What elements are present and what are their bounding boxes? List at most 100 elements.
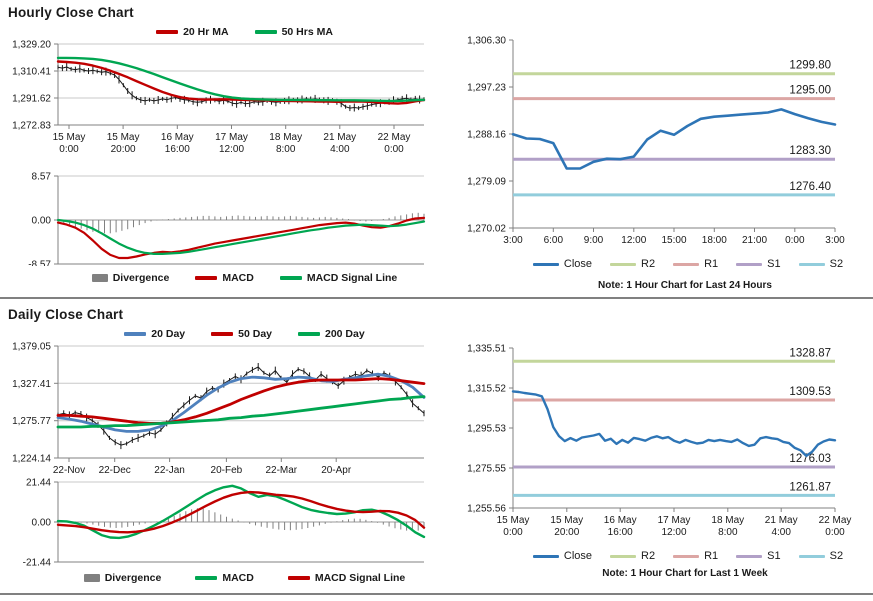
line-swatch	[610, 554, 637, 558]
legend-item: MACD	[195, 572, 254, 584]
svg-text:0.00: 0.00	[32, 518, 52, 529]
legend-item: Close	[532, 258, 593, 270]
svg-text:1,310.41: 1,310.41	[12, 67, 51, 78]
svg-text:15 May: 15 May	[497, 515, 530, 526]
daily-pivot-note: Note: 1 Hour Chart for Last 1 Week	[602, 568, 768, 579]
svg-text:8:00: 8:00	[276, 144, 296, 155]
svg-text:4:00: 4:00	[771, 527, 791, 538]
svg-text:1261.87: 1261.87	[789, 481, 831, 493]
svg-text:1276.40: 1276.40	[789, 181, 831, 193]
line-swatch	[156, 30, 179, 34]
line-swatch	[736, 262, 763, 266]
legend-label: MACD	[222, 272, 254, 284]
svg-text:1,288.16: 1,288.16	[467, 130, 506, 141]
line-swatch	[736, 554, 763, 558]
svg-text:1,335.51: 1,335.51	[467, 344, 506, 355]
svg-text:0.00: 0.00	[32, 216, 52, 227]
svg-text:0:00: 0:00	[785, 235, 805, 246]
svg-text:17 May: 17 May	[658, 515, 691, 526]
svg-text:20:00: 20:00	[554, 527, 579, 538]
hourly-pivot-chart: 1,306.30 1,297.23 1,288.16 1,279.09 1,270.02…	[467, 36, 845, 247]
legend-label: S2	[829, 550, 844, 562]
svg-text:1,255.56: 1,255.56	[467, 504, 506, 515]
svg-text:22-Dec: 22-Dec	[99, 465, 131, 476]
svg-text:0:00: 0:00	[825, 527, 845, 538]
line-swatch	[798, 554, 825, 558]
svg-text:9:00: 9:00	[584, 235, 604, 246]
hourly-left-panel: Hourly Close Chart 20 Hr MA 50 Hrs MA 1,…	[0, 0, 437, 298]
svg-text:12:00: 12:00	[219, 144, 244, 155]
legend-label: MACD Signal Line	[306, 272, 398, 284]
line-swatch	[195, 276, 218, 280]
legend-label: Divergence	[112, 272, 170, 284]
svg-text:16:00: 16:00	[165, 144, 190, 155]
svg-text:21 May: 21 May	[323, 132, 356, 143]
bar-swatch	[83, 574, 100, 582]
svg-text:1,329.20: 1,329.20	[12, 40, 51, 51]
svg-text:18 May: 18 May	[269, 132, 302, 143]
legend-label: 200 Day	[325, 328, 365, 340]
legend-label: S2	[829, 258, 844, 270]
svg-text:1276.03: 1276.03	[789, 453, 831, 465]
legend-label: Close	[563, 258, 593, 270]
svg-text:1,272.83: 1,272.83	[12, 121, 51, 132]
daily-pivot-legend: Close R2 R1 S1 S2	[437, 548, 873, 564]
svg-text:1,275.55: 1,275.55	[467, 464, 506, 475]
line-swatch	[254, 30, 277, 34]
line-swatch	[532, 554, 559, 558]
svg-text:1,295.53: 1,295.53	[467, 424, 506, 435]
section-divider	[0, 297, 873, 299]
svg-text:15 May: 15 May	[550, 515, 583, 526]
legend-item: S1	[736, 258, 781, 270]
hourly-pivot-note: Note: 1 Hour Chart for Last 24 Hours	[598, 280, 772, 291]
legend-label: 20 Hr MA	[183, 26, 229, 38]
legend-item: R1	[673, 550, 718, 562]
line-swatch	[211, 332, 234, 336]
legend-item: 200 Day	[298, 328, 365, 340]
svg-text:1299.80: 1299.80	[789, 60, 831, 72]
svg-text:22 May: 22 May	[819, 515, 852, 526]
line-swatch	[798, 262, 825, 266]
svg-text:1,275.77: 1,275.77	[12, 416, 51, 427]
line-swatch	[673, 262, 700, 266]
svg-text:20-Apr: 20-Apr	[321, 465, 352, 476]
legend-item: S2	[798, 550, 844, 562]
legend-label: 50 Hrs MA	[281, 26, 333, 38]
legend-item: Divergence	[91, 272, 170, 284]
legend-item: MACD	[195, 272, 254, 284]
legend-item: R2	[610, 550, 655, 562]
legend-item: S2	[798, 258, 844, 270]
svg-text:1,315.52: 1,315.52	[467, 384, 506, 395]
daily-macd-legend: Divergence MACD MACD Signal Line	[0, 570, 437, 586]
line-swatch	[673, 554, 700, 558]
svg-text:1,297.23: 1,297.23	[467, 83, 506, 94]
svg-text:1,306.30: 1,306.30	[467, 36, 506, 47]
svg-text:1,291.62: 1,291.62	[12, 94, 51, 105]
svg-text:22-Nov: 22-Nov	[53, 465, 85, 476]
svg-text:-8.57: -8.57	[28, 260, 51, 267]
line-swatch	[610, 262, 637, 266]
svg-text:3:00: 3:00	[503, 235, 523, 246]
svg-text:18:00: 18:00	[702, 235, 727, 246]
svg-text:8:00: 8:00	[718, 527, 738, 538]
svg-text:1,279.09: 1,279.09	[467, 177, 506, 188]
daily-pivot-chart: 1,335.51 1,315.52 1,295.53 1,275.55 1,255.56…	[467, 344, 852, 539]
svg-text:16 May: 16 May	[161, 132, 194, 143]
bar-swatch	[91, 274, 108, 282]
svg-text:20:00: 20:00	[111, 144, 136, 155]
svg-text:12:00: 12:00	[621, 235, 646, 246]
svg-text:6:00: 6:00	[544, 235, 564, 246]
svg-text:18 May: 18 May	[711, 515, 744, 526]
svg-text:20-Feb: 20-Feb	[211, 465, 243, 476]
hourly-macd-legend: Divergence MACD MACD Signal Line	[0, 270, 437, 286]
daily-macd-chart: 21.44 0.00 -21.44	[23, 478, 426, 566]
legend-item: Close	[532, 550, 593, 562]
legend-label: MACD Signal Line	[314, 572, 406, 584]
bottom-divider	[0, 593, 873, 595]
svg-text:8.57: 8.57	[32, 172, 52, 183]
daily-left-panel: Daily Close Chart 20 Day 50 Day 200 Day …	[0, 302, 437, 594]
legend-label: Close	[563, 550, 593, 562]
